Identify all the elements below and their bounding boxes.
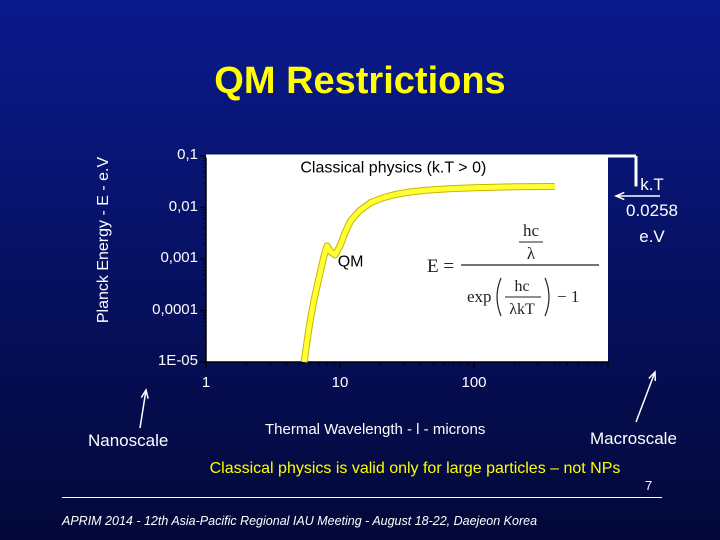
macroscale-arrow-head (648, 370, 657, 382)
conclusion-note: Classical physics is valid only for larg… (209, 460, 621, 477)
x-tick-label: 100 (461, 374, 487, 391)
y-tick-label: 0,0001 (152, 300, 198, 318)
y-tick-label: 0,1 (177, 146, 198, 163)
kt-value-label: k.T 0.0258 e.V (612, 172, 692, 250)
formula-exp: exp (467, 287, 492, 306)
qm-annotation: QM (338, 253, 364, 270)
x-axis-label: Thermal Wavelength - l - microns (265, 421, 486, 438)
y-axis-label: Planck Energy - E - e.V (95, 156, 112, 324)
classical-physics-annotation: Classical physics (k.T > 0) (300, 159, 486, 176)
formula-hc-bottom: hc (514, 278, 529, 295)
formula-lambda-top: λ (527, 244, 536, 263)
formula-hc-top: hc (523, 221, 540, 240)
kt-label-line2: 0.0258 e.V (626, 201, 678, 246)
formula-right-paren (544, 277, 550, 317)
y-tick-label: 0,001 (160, 249, 198, 266)
x-tick-label: 10 (331, 374, 349, 391)
y-tick-label: 0,01 (168, 197, 198, 215)
kt-arrow-head (614, 191, 625, 201)
nanoscale-arrow-head (140, 388, 149, 399)
footer-divider (62, 497, 662, 498)
macroscale-label: Macroscale (590, 429, 677, 448)
slide-title: QM Restrictions (214, 60, 506, 102)
formula-lambda-kt: λkT (509, 301, 535, 318)
kt-label-line1: k.T (640, 175, 664, 194)
y-tick-label: 1E-05 (157, 352, 198, 369)
page-number: 7 (645, 478, 653, 493)
formula-lhs: E = (427, 256, 454, 277)
macroscale-arrow (635, 371, 656, 423)
nanoscale-arrow (139, 389, 147, 429)
footer-text: APRIM 2014 - 12th Asia-Pacific Regional … (62, 514, 538, 528)
nanoscale-label: Nanoscale (88, 431, 169, 450)
x-tick-label: 1 (201, 374, 211, 391)
formula-minus-one: − 1 (557, 287, 579, 306)
energy-curve (301, 184, 555, 363)
formula-left-paren (496, 277, 502, 317)
